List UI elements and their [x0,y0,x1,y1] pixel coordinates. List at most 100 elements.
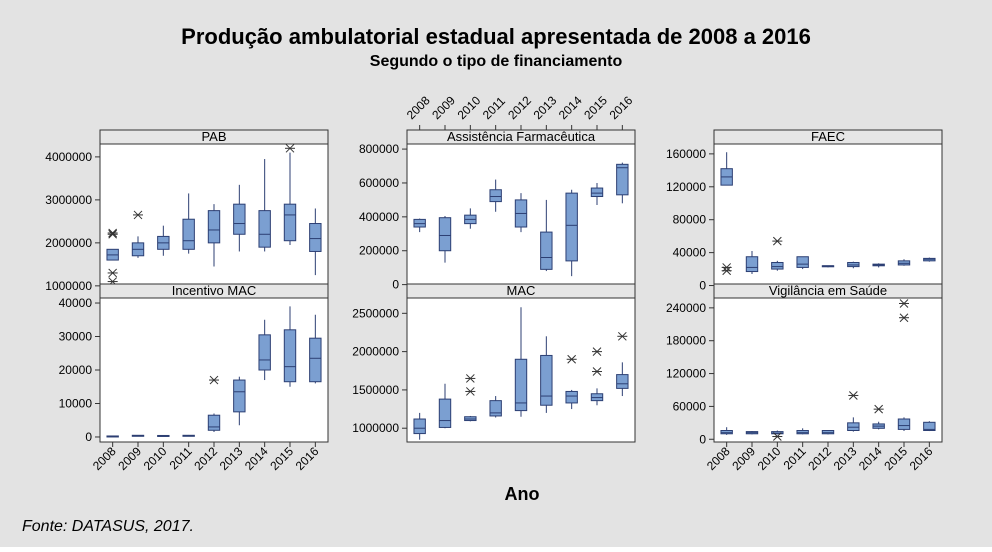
box-iqr [540,231,553,270]
panel-4: Incentivo MAC010000200003000040000200820… [59,283,329,473]
y-tick-label: 120000 [666,180,706,194]
box-iqr [565,192,578,262]
box-iqr [771,261,784,270]
outlier-marker [899,299,909,308]
outlier-marker [107,268,118,278]
box-iqr [489,189,502,203]
panel-header-label: FAEC [811,129,845,144]
y-tick-label: 0 [699,432,706,446]
panels-group: PAB1000000200000030000004000000Assistênc… [45,93,943,473]
y-tick-label: 120000 [666,367,706,381]
panel-header-label: PAB [201,129,226,144]
box-iqr [233,203,246,235]
box-iqr [489,400,502,417]
box-iqr [897,418,911,430]
panel-3: FAEC 0 40000 80000 120000 160000 [666,129,943,293]
y-tick-label: 20000 [59,363,93,377]
panel-2: Assistência Farmacêutica 0 200000 400000 600… [359,93,636,291]
outlier-marker [465,374,476,383]
outlier-marker [617,331,628,341]
outlier-marker [592,347,602,356]
y-tick-label: 800000 [359,142,399,156]
y-tick-label: 1000000 [45,279,92,293]
box-iqr [771,431,784,435]
y-tick-label: 80000 [673,213,707,227]
outlier-marker [848,391,859,400]
panel-header-label: MAC [507,283,536,298]
box-iqr [565,390,578,404]
outlier-marker [107,229,118,239]
panel-1: PAB 1000000 2000000 3000000 4000000 [45,129,329,293]
box-iqr [283,329,297,383]
box-iqr [413,418,426,435]
y-tick-label: 1500000 [352,383,399,397]
chart-title: Produção ambulatorial estadual apresenta… [181,24,811,49]
box-iqr [207,210,221,244]
box-iqr [233,379,246,413]
box-iqr [720,430,733,435]
y-tick-label: 2000000 [352,345,399,359]
box-iqr [796,256,809,268]
y-tick-label: 3000000 [45,193,92,207]
box-iqr [309,223,322,252]
y-tick-label: 1000000 [352,421,399,435]
box-iqr [616,163,629,196]
y-tick-label: 2500000 [352,306,399,320]
y-tick-label: 40000 [673,246,707,260]
box-iqr [540,354,553,406]
box-iqr [283,203,297,242]
box-iqr [182,218,195,250]
box-iqr [616,374,629,389]
box-iqr [847,422,860,432]
y-tick-label: 180000 [666,334,706,348]
outlier-marker [899,313,909,323]
outlier-marker [721,266,732,276]
box-iqr [590,187,604,198]
outlier-marker [772,432,783,441]
box-iqr [309,337,322,383]
y-tick-label: 4000000 [45,150,92,164]
outlier-marker [209,375,219,385]
chart-subtitle: Segundo o tipo de financiamento [370,53,623,70]
outlier-marker [465,387,476,396]
y-tick-label: 400000 [359,210,399,224]
outlier-marker [566,354,577,364]
box-iqr [514,358,528,412]
y-tick-label: 60000 [673,399,707,413]
source-note: Fonte: DATASUS, 2017. [22,518,194,535]
box-iqr [438,217,452,252]
box-iqr [258,334,271,371]
y-tick-label: 160000 [666,147,706,161]
box-iqr [438,398,452,428]
box-iqr [207,414,221,431]
y-tick-label: 240000 [666,301,706,315]
outlier-marker [107,228,118,238]
y-tick-label: 200000 [359,244,399,258]
y-tick-label: 2000000 [45,236,92,250]
panel-header-label: Incentivo MAC [172,283,257,298]
y-tick-label: 600000 [359,176,399,190]
outlier-marker [592,367,602,376]
box-iqr [745,256,759,273]
y-tick-label: 0 [85,430,92,444]
box-iqr [796,430,809,435]
panel-5: MAC 1000000 1500000 2000000 2500000 [352,283,636,443]
y-tick-label: 10000 [59,396,93,410]
outlier-marker [133,210,143,220]
y-tick-label: 40000 [59,296,93,310]
box-iqr [923,421,936,432]
panel-header-label: Assistência Farmacêutica [447,129,596,144]
outlier-marker [285,143,295,153]
y-tick-label: 30000 [59,330,93,344]
x-axis-label: Ano [505,484,540,504]
outlier-marker [772,236,783,246]
panel-6: Vigilância em Saúde 0 60000 120000 180000 240… [666,283,943,473]
y-tick-label: 0 [392,278,399,292]
panel-header-label: Vigilância em Saúde [769,283,887,298]
outlier-marker [873,404,884,414]
y-tick-label: 0 [699,279,706,293]
box-iqr [258,210,271,248]
box-iqr [821,430,835,435]
